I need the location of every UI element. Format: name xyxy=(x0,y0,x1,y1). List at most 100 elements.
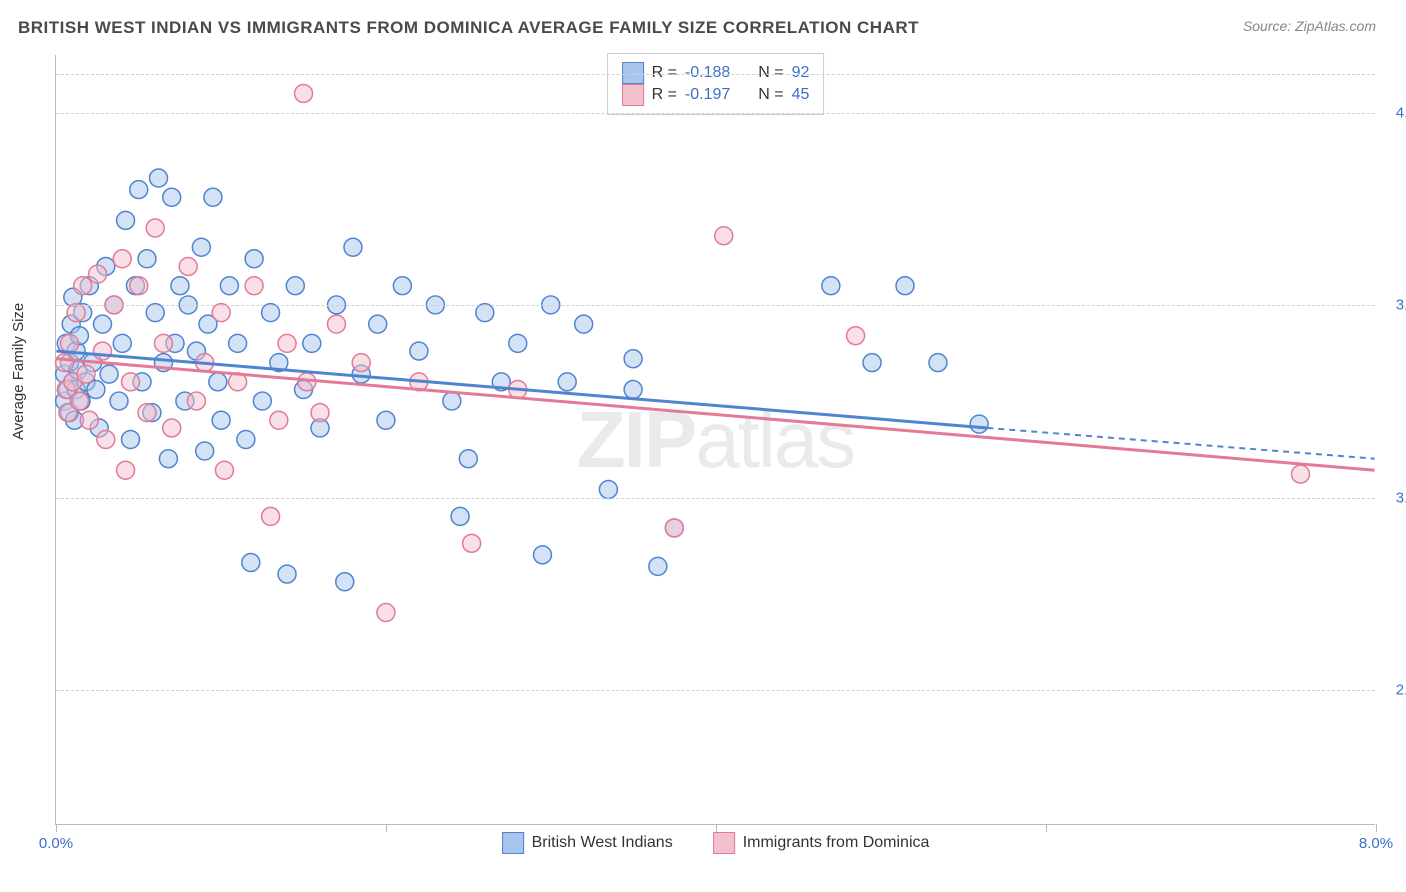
data-point xyxy=(463,534,481,552)
data-point xyxy=(245,277,263,295)
data-point xyxy=(150,169,168,187)
gridline xyxy=(56,690,1375,691)
x-tick xyxy=(56,824,57,832)
gridline xyxy=(56,74,1375,75)
data-point xyxy=(215,461,233,479)
data-point xyxy=(665,519,683,537)
data-point xyxy=(286,277,304,295)
data-point xyxy=(369,315,387,333)
data-point xyxy=(649,557,667,575)
data-point xyxy=(377,411,395,429)
x-tick xyxy=(1376,824,1377,832)
data-point xyxy=(336,573,354,591)
data-point xyxy=(154,334,172,352)
data-point xyxy=(77,365,95,383)
data-point xyxy=(533,546,551,564)
data-point xyxy=(599,480,617,498)
data-point xyxy=(74,277,92,295)
x-tick xyxy=(1046,824,1047,832)
data-point xyxy=(237,431,255,449)
legend-n-value: 45 xyxy=(792,86,810,104)
data-point xyxy=(94,315,112,333)
data-point xyxy=(377,604,395,622)
data-point xyxy=(89,265,107,283)
data-point xyxy=(624,381,642,399)
data-point xyxy=(80,411,98,429)
trend-line xyxy=(56,351,987,428)
legend-r-label: R = xyxy=(652,64,677,82)
data-point xyxy=(130,181,148,199)
legend-label: British West Indians xyxy=(532,834,673,852)
data-point xyxy=(163,188,181,206)
data-point xyxy=(130,277,148,295)
series-legend: British West Indians Immigrants from Dom… xyxy=(502,832,930,854)
data-point xyxy=(896,277,914,295)
legend-swatch xyxy=(622,62,644,84)
data-point xyxy=(847,327,865,345)
data-point xyxy=(61,334,79,352)
data-point xyxy=(509,334,527,352)
data-point xyxy=(624,350,642,368)
legend-item: Immigrants from Dominica xyxy=(713,832,930,854)
data-point xyxy=(863,354,881,372)
data-point xyxy=(56,354,74,372)
data-point xyxy=(262,304,280,322)
legend-label: Immigrants from Dominica xyxy=(743,834,930,852)
data-point xyxy=(558,373,576,391)
data-point xyxy=(443,392,461,410)
x-tick-label: 0.0% xyxy=(39,835,73,852)
legend-n-value: 92 xyxy=(792,64,810,82)
y-axis-label: Average Family Size xyxy=(10,303,27,440)
data-point xyxy=(459,450,477,468)
legend-row: R = -0.188 N = 92 xyxy=(622,62,810,84)
data-point xyxy=(159,450,177,468)
data-point xyxy=(87,381,105,399)
plot-area: ZIPatlas R = -0.188 N = 92 R = -0.197 N … xyxy=(55,55,1375,825)
data-point xyxy=(179,257,197,275)
data-point xyxy=(344,238,362,256)
data-point xyxy=(196,442,214,460)
data-point xyxy=(122,373,140,391)
trend-line xyxy=(56,359,1374,471)
correlation-legend: R = -0.188 N = 92 R = -0.197 N = 45 xyxy=(607,53,825,115)
data-point xyxy=(970,415,988,433)
data-point xyxy=(245,250,263,268)
data-point xyxy=(204,188,222,206)
x-tick xyxy=(716,824,717,832)
data-point xyxy=(212,411,230,429)
y-tick-label: 4.00 xyxy=(1396,104,1406,121)
data-point xyxy=(146,304,164,322)
data-point xyxy=(929,354,947,372)
y-tick-label: 3.50 xyxy=(1396,297,1406,314)
data-point xyxy=(209,373,227,391)
gridline xyxy=(56,305,1375,306)
data-point xyxy=(171,277,189,295)
data-point xyxy=(117,211,135,229)
data-point xyxy=(278,565,296,583)
data-point xyxy=(110,392,128,410)
data-point xyxy=(278,334,296,352)
data-point xyxy=(117,461,135,479)
legend-swatch xyxy=(502,832,524,854)
data-point xyxy=(242,554,260,572)
legend-swatch xyxy=(713,832,735,854)
data-point xyxy=(220,277,238,295)
data-point xyxy=(575,315,593,333)
data-point xyxy=(94,342,112,360)
data-point xyxy=(113,250,131,268)
legend-r-value: -0.197 xyxy=(685,86,730,104)
data-point xyxy=(253,392,271,410)
data-point xyxy=(113,334,131,352)
data-point xyxy=(70,392,88,410)
data-point xyxy=(393,277,411,295)
data-point xyxy=(67,304,85,322)
legend-n-label: N = xyxy=(758,86,783,104)
data-point xyxy=(352,354,370,372)
gridline xyxy=(56,498,1375,499)
data-point xyxy=(715,227,733,245)
y-tick-label: 3.00 xyxy=(1396,489,1406,506)
data-point xyxy=(138,404,156,422)
data-point xyxy=(97,431,115,449)
x-tick-label: 8.0% xyxy=(1359,835,1393,852)
legend-r-value: -0.188 xyxy=(685,64,730,82)
